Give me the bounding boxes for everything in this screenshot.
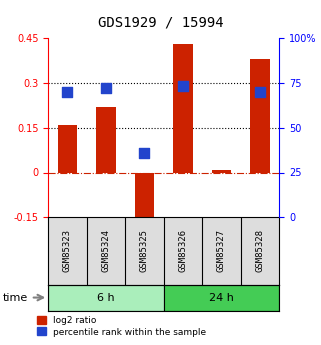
Text: 6 h: 6 h: [97, 293, 115, 303]
Legend: log2 ratio, percentile rank within the sample: log2 ratio, percentile rank within the s…: [37, 316, 206, 336]
Text: time: time: [3, 293, 29, 303]
Bar: [173, 44, 193, 172]
Text: GSM85325: GSM85325: [140, 229, 149, 273]
Text: GSM85324: GSM85324: [101, 229, 110, 273]
Point: [65, 89, 70, 95]
Bar: [212, 169, 231, 172]
Text: 24 h: 24 h: [209, 293, 234, 303]
Point: [142, 150, 147, 156]
Text: GSM85328: GSM85328: [256, 229, 265, 273]
Bar: [250, 59, 270, 172]
FancyBboxPatch shape: [164, 285, 279, 310]
FancyBboxPatch shape: [48, 285, 164, 310]
Text: GSM85326: GSM85326: [178, 229, 187, 273]
Bar: [96, 107, 116, 172]
Point: [180, 83, 186, 89]
Bar: [58, 125, 77, 172]
Point: [257, 89, 263, 95]
Text: GDS1929 / 15994: GDS1929 / 15994: [98, 16, 223, 30]
Point: [103, 86, 108, 91]
Text: GSM85327: GSM85327: [217, 229, 226, 273]
Bar: [135, 172, 154, 223]
Text: GSM85323: GSM85323: [63, 229, 72, 273]
